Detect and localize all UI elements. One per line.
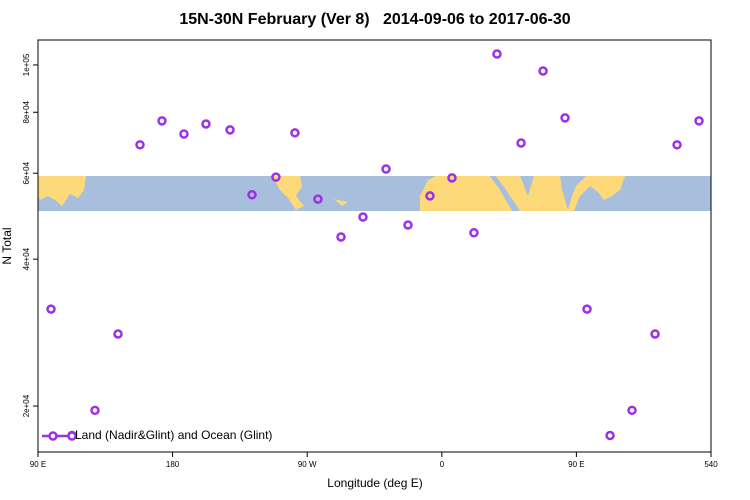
y-tick-label: 8e+04 (22, 100, 31, 123)
y-axis-label: N Total (0, 227, 14, 264)
point (605, 430, 615, 441)
point (627, 405, 637, 416)
point (469, 228, 479, 238)
point (201, 119, 211, 129)
x-tick-label: 180 (166, 460, 180, 469)
point (157, 116, 167, 126)
point (492, 49, 502, 59)
point (313, 194, 323, 204)
x-tick-label: 0 (440, 460, 445, 469)
x-tick-label: 90 E (568, 460, 584, 469)
y-tick-label: 2e+04 (22, 394, 31, 417)
y-tick-label: 1e+05 (22, 53, 31, 76)
point (447, 173, 457, 183)
point (358, 212, 368, 222)
y-tick-label: 4e+04 (22, 247, 31, 270)
point (425, 191, 435, 201)
point (247, 190, 257, 200)
x-tick-label: 90 W (298, 460, 317, 469)
x-tick-label: 540 (704, 460, 718, 469)
point (46, 304, 56, 314)
point (113, 329, 123, 339)
point (672, 140, 682, 150)
point (271, 172, 281, 182)
legend-label: Land (Nadir&Glint) and Ocean (Glint) (75, 428, 272, 442)
legend-marker (48, 431, 58, 441)
point (90, 405, 100, 416)
map-band (38, 176, 711, 211)
point (538, 66, 548, 76)
y-tick-label: 6e+04 (22, 161, 31, 184)
point (694, 116, 704, 126)
point (336, 232, 346, 242)
chart-title: 15N-30N February (Ver 8) 2014-09-06 to 2… (179, 11, 570, 28)
point (135, 140, 145, 150)
legend-marker (67, 431, 77, 441)
point (225, 125, 235, 135)
point (290, 128, 300, 138)
point (560, 113, 570, 123)
point (179, 129, 189, 139)
point (582, 304, 592, 314)
x-axis-label: Longitude (deg E) (327, 476, 422, 490)
point (403, 220, 413, 230)
x-tick-label: 90 E (30, 460, 46, 469)
point (381, 164, 391, 174)
plot-frame (37, 39, 712, 453)
point (650, 329, 660, 339)
point (516, 138, 526, 148)
